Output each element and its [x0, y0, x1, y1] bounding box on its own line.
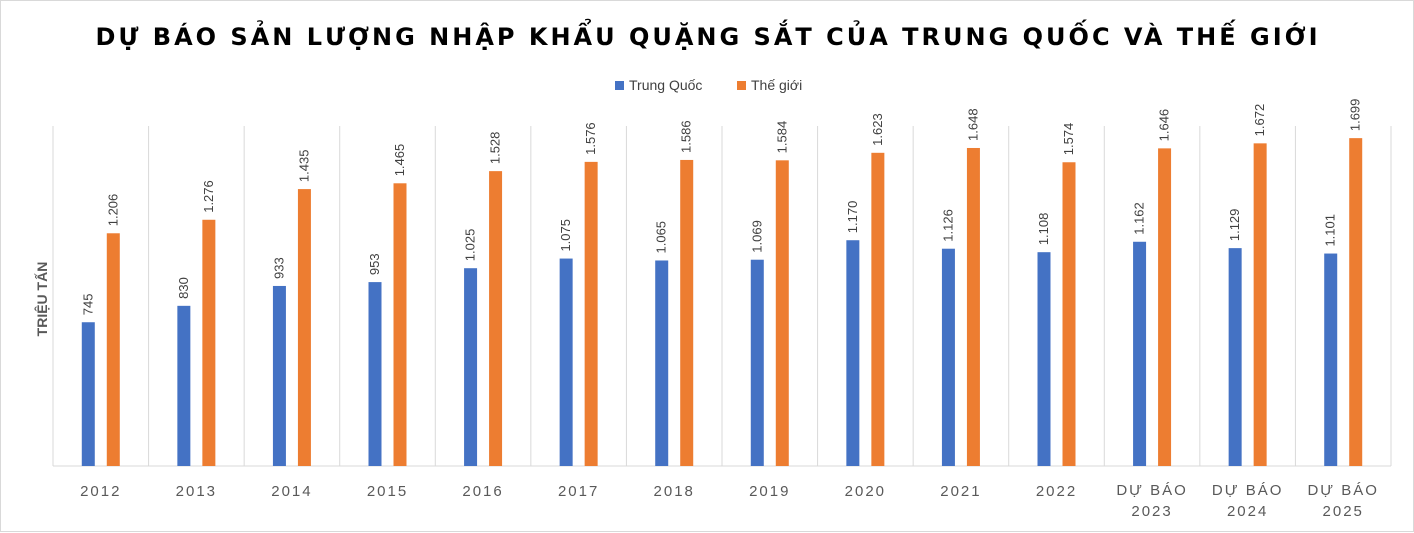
bar-1-9 [966, 147, 980, 467]
bar-1-3 [393, 183, 407, 466]
data-label-0-7: 1.069 [749, 220, 764, 253]
data-label-1-4: 1.528 [488, 132, 503, 165]
data-label-0-11: 1.162 [1132, 202, 1147, 235]
x-tick-label-12-1: 2024 [1227, 503, 1268, 520]
bar-0-8 [846, 240, 860, 466]
legend-label-1: Thế giới [751, 77, 802, 93]
bar-0-11 [1133, 241, 1147, 466]
x-tick-label-2-0: 2014 [271, 483, 312, 500]
x-tick-label-7-0: 2019 [749, 483, 790, 500]
data-label-0-1: 830 [176, 277, 191, 299]
x-tick-label-9-0: 2021 [940, 483, 981, 500]
x-tick-label-1-0: 2013 [176, 483, 217, 500]
bar-1-8 [871, 152, 885, 466]
data-label-0-2: 933 [271, 257, 286, 279]
bar-0-0 [81, 322, 95, 466]
data-label-0-12: 1.129 [1227, 209, 1242, 242]
data-label-1-8: 1.623 [870, 113, 885, 146]
data-label-1-13: 1.699 [1348, 99, 1363, 132]
x-tick-label-6-0: 2018 [654, 483, 695, 500]
data-label-0-4: 1.025 [463, 229, 478, 262]
bar-1-7 [775, 160, 789, 466]
x-tick-label-10-0: 2022 [1036, 483, 1077, 500]
x-tick-label-11-1: 2023 [1131, 503, 1172, 520]
data-label-0-8: 1.170 [845, 201, 860, 234]
data-label-0-6: 1.065 [654, 221, 669, 254]
bar-1-1 [202, 219, 216, 466]
data-label-1-0: 1.206 [105, 194, 120, 227]
bar-1-4 [489, 171, 503, 466]
bar-0-13 [1324, 253, 1338, 466]
data-label-0-13: 1.101 [1323, 214, 1338, 247]
data-label-0-9: 1.126 [940, 209, 955, 242]
bar-0-5 [559, 258, 573, 466]
bar-1-2 [297, 189, 311, 466]
x-tick-label-4-0: 2016 [462, 483, 503, 500]
bar-0-9 [941, 248, 955, 466]
bar-0-4 [464, 268, 478, 466]
data-label-1-2: 1.435 [296, 150, 311, 183]
bar-1-0 [106, 233, 120, 466]
data-label-1-12: 1.672 [1252, 104, 1267, 137]
data-label-1-7: 1.584 [774, 121, 789, 154]
data-label-1-3: 1.465 [392, 144, 407, 177]
bar-0-12 [1228, 248, 1242, 466]
plot-area: 745 1.206 2012 830 1.276 2013 933 1.435 2014 953 1… [52, 99, 1392, 520]
bar-0-1 [177, 305, 191, 466]
bar-1-10 [1062, 162, 1076, 466]
bar-1-6 [680, 159, 694, 466]
data-label-1-9: 1.648 [965, 108, 980, 141]
data-label-0-5: 1.075 [558, 219, 573, 252]
bar-1-13 [1349, 138, 1363, 466]
bar-1-11 [1158, 148, 1172, 466]
legend-swatch-0 [615, 81, 624, 90]
x-tick-label-5-0: 2017 [558, 483, 599, 500]
data-label-1-11: 1.646 [1157, 109, 1172, 142]
data-label-1-1: 1.276 [201, 180, 216, 213]
bar-1-5 [584, 161, 598, 467]
data-label-0-0: 745 [80, 294, 95, 316]
bar-0-6 [655, 260, 669, 466]
x-tick-label-0-0: 2012 [80, 483, 121, 500]
data-label-0-10: 1.108 [1036, 213, 1051, 246]
y-axis-label: TRIỆU TẤN [33, 262, 50, 337]
legend-label-0: Trung Quốc [629, 77, 702, 93]
x-tick-label-12-0: DỰ BÁO [1212, 482, 1284, 499]
data-label-1-10: 1.574 [1061, 123, 1076, 156]
x-tick-label-3-0: 2015 [367, 483, 408, 500]
bar-0-2 [272, 285, 286, 466]
x-tick-label-11-0: DỰ BÁO [1116, 482, 1188, 499]
bar-1-12 [1253, 143, 1267, 466]
chart-title: DỰ BÁO SẢN LƯỢNG NHẬP KHẨU QUẶNG SẮT CỦA… [95, 17, 1320, 51]
data-label-1-5: 1.576 [583, 122, 598, 155]
legend: Trung Quốc Thế giới [615, 77, 802, 93]
legend-swatch-1 [737, 81, 746, 90]
data-label-0-3: 953 [367, 253, 382, 275]
bar-0-10 [1037, 252, 1051, 466]
x-tick-label-13-1: 2025 [1323, 503, 1364, 520]
bar-0-7 [750, 259, 764, 466]
x-tick-label-13-0: DỰ BÁO [1307, 482, 1379, 499]
data-label-1-6: 1.586 [679, 120, 694, 153]
bar-0-3 [368, 282, 382, 466]
x-tick-label-8-0: 2020 [845, 483, 886, 500]
